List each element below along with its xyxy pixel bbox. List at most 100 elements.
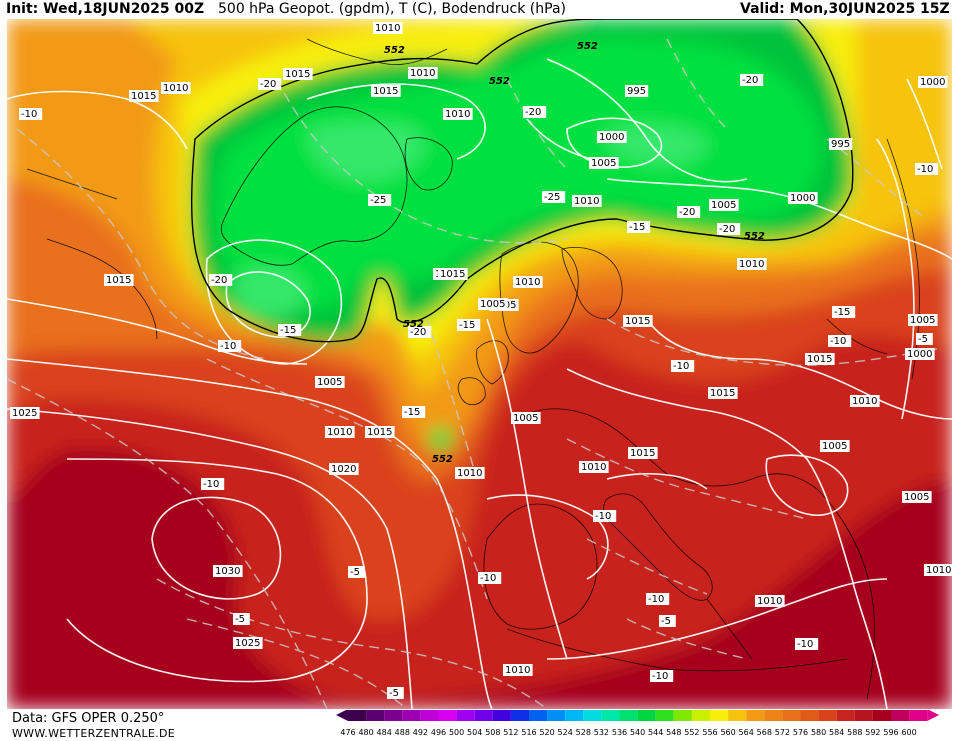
pressure-label: 1010 — [572, 195, 602, 207]
geopotential-label: 552 — [577, 41, 598, 52]
svg-text:1005: 1005 — [317, 377, 342, 388]
svg-text:1010: 1010 — [574, 196, 599, 207]
svg-text:552: 552 — [432, 454, 453, 465]
coastline-7 — [483, 503, 598, 630]
legend-tick: 500 — [449, 728, 464, 737]
svg-text:-10: -10 — [652, 671, 668, 682]
legend-tick: 536 — [612, 728, 627, 737]
isotherm-12 — [626, 618, 748, 660]
pressure-label: 1015 — [623, 315, 653, 327]
legend-tick: 540 — [630, 728, 645, 737]
552-contour — [191, 19, 854, 343]
svg-text:1015: 1015 — [367, 427, 392, 438]
isotherm-1 — [206, 358, 488, 600]
isotherms — [7, 38, 938, 709]
geopotential-label: 552 — [489, 76, 510, 87]
svg-text:1005: 1005 — [910, 315, 935, 326]
legend-swatch — [637, 710, 656, 721]
pressure-label: 1015 — [371, 85, 401, 97]
isobar-6 — [225, 271, 311, 338]
legend-swatch — [782, 710, 801, 721]
svg-text:-20: -20 — [260, 79, 276, 90]
svg-text:1005: 1005 — [904, 492, 929, 503]
svg-text:-10: -10 — [830, 336, 846, 347]
coastline-15 — [826, 318, 888, 355]
legend-tick: 584 — [829, 728, 844, 737]
legend-tick: 576 — [793, 728, 808, 737]
pressure-label: 1015 — [283, 68, 313, 80]
pressure-label: 1025 — [233, 637, 263, 649]
svg-text:-15: -15 — [459, 320, 475, 331]
legend-tick: 480 — [358, 728, 373, 737]
svg-text:-10: -10 — [480, 573, 496, 584]
legend-swatch — [384, 710, 403, 721]
legend-tick: 580 — [811, 728, 826, 737]
isobar-18 — [606, 473, 708, 490]
svg-text:1015: 1015 — [630, 448, 655, 459]
legend-swatch — [366, 710, 385, 721]
legend-swatch — [655, 710, 674, 721]
svg-text:1010: 1010 — [445, 109, 470, 120]
svg-text:-10: -10 — [203, 479, 219, 490]
temperature-label: -10 — [201, 478, 225, 490]
svg-text:-25: -25 — [370, 195, 386, 206]
svg-text:-5: -5 — [661, 616, 671, 627]
pressure-label: 1010 — [455, 467, 485, 479]
svg-text:1015: 1015 — [440, 269, 465, 280]
isobar-13 — [486, 318, 568, 660]
svg-text:1015: 1015 — [373, 86, 398, 97]
svg-text:1010: 1010 — [327, 427, 352, 438]
band-green_light — [232, 121, 708, 318]
legend-tick: 484 — [377, 728, 392, 737]
site-url: WWW.WETTERZENTRALE.DE — [12, 727, 175, 740]
pressure-label: 1005 — [315, 376, 345, 388]
svg-text:1010: 1010 — [375, 23, 400, 34]
legend-swatch — [764, 710, 783, 721]
coastline-3 — [457, 377, 486, 406]
svg-text:1015: 1015 — [710, 388, 735, 399]
svg-text:-10: -10 — [21, 109, 37, 120]
isobar-11 — [566, 117, 663, 168]
pressure-label: 1010 — [924, 564, 952, 576]
legend-tick: 532 — [594, 728, 609, 737]
legend-swatch — [474, 710, 493, 721]
pressure-label: 1000 — [788, 192, 818, 204]
svg-text:-10: -10 — [673, 361, 689, 372]
legend-tick: 600 — [901, 728, 916, 737]
legend-tick: 568 — [757, 728, 772, 737]
temperature-label: -10 — [915, 163, 939, 175]
svg-text:1010: 1010 — [457, 468, 482, 479]
svg-text:1010: 1010 — [163, 83, 188, 94]
temperature-label: -10 — [646, 593, 670, 605]
temperature-label: -25 — [368, 194, 392, 206]
temperature-label: -5 — [348, 566, 365, 578]
legend-swatch — [547, 710, 566, 721]
isobar-19 — [876, 138, 915, 420]
temperature-label: -15 — [832, 306, 856, 318]
legend-tick: 560 — [720, 728, 735, 737]
pressure-label: 1015 — [708, 387, 738, 399]
pressure-label: 1030 — [213, 565, 243, 577]
pressure-label: 1005 — [709, 199, 739, 211]
temperature-label: -10 — [795, 638, 819, 650]
svg-text:995: 995 — [627, 86, 646, 97]
svg-text:-20: -20 — [719, 224, 735, 235]
temperature-label: -5 — [659, 615, 676, 627]
svg-text:-15: -15 — [834, 307, 850, 318]
temperature-label: -20 — [408, 326, 432, 338]
isobar-9 — [546, 58, 748, 183]
legend-tick: 548 — [666, 728, 681, 737]
temperature-label: -5 — [916, 333, 933, 345]
pressure-label: 1005 — [902, 491, 932, 503]
pressure-label: 1010 — [161, 82, 191, 94]
geopotential-label: 552 — [744, 231, 765, 242]
valid-time: Valid: Mon,30JUN2025 15Z — [740, 1, 950, 17]
svg-text:1010: 1010 — [410, 68, 435, 79]
svg-text:-10: -10 — [595, 511, 611, 522]
temperature-label: -20 — [677, 206, 701, 218]
color-legend: 476 480 484 488 492 496 500 504 508 512 516 520 524 5… — [336, 710, 940, 737]
svg-text:1015: 1015 — [131, 91, 156, 102]
svg-text:552: 552 — [384, 45, 405, 56]
legend-tick: 556 — [702, 728, 717, 737]
temperature-label: -5 — [233, 613, 250, 625]
